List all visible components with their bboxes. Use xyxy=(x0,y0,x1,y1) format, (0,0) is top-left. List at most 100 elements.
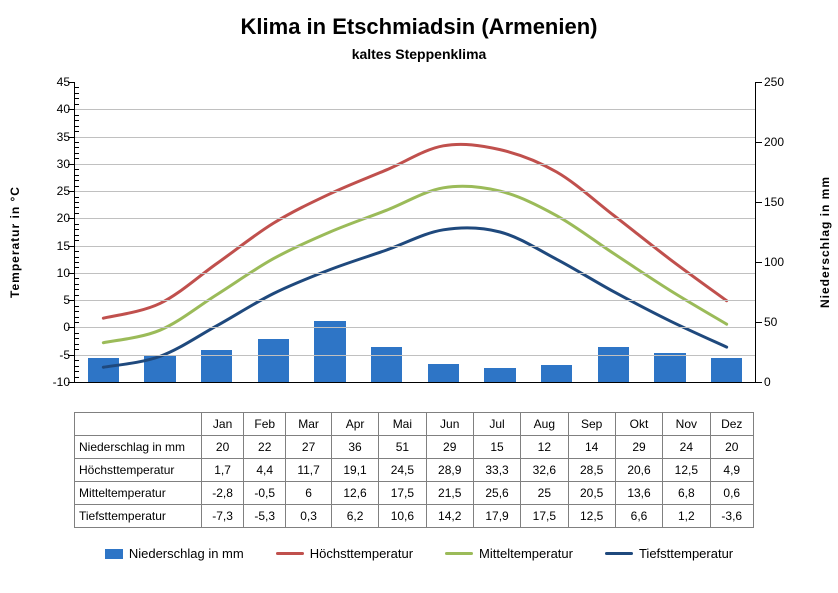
table-cell: 12,5 xyxy=(568,505,615,528)
table-cell: 10,6 xyxy=(379,505,426,528)
table-row-label: Niederschlag in mm xyxy=(75,436,202,459)
chart-subtitle: kaltes Steppenklima xyxy=(0,46,838,62)
table-cell: 17,5 xyxy=(379,482,426,505)
table-cell: 0,3 xyxy=(286,505,332,528)
y-left-tick-label: 45 xyxy=(40,75,70,89)
y-right-tick-label: 0 xyxy=(764,375,794,389)
legend-swatch-line xyxy=(445,552,473,555)
table-month-header: Apr xyxy=(331,413,378,436)
y-left-tick-label: 30 xyxy=(40,157,70,171)
table-cell: 28,9 xyxy=(426,459,473,482)
table-month-header: Mar xyxy=(286,413,332,436)
chart-area: Temperatur in °C Niederschlag in mm -10-… xyxy=(0,72,838,412)
table-cell: 6 xyxy=(286,482,332,505)
table-row-label: Mitteltemperatur xyxy=(75,482,202,505)
y-left-tick-label: 35 xyxy=(40,130,70,144)
table-cell: -2,8 xyxy=(202,482,244,505)
table-cell: 24,5 xyxy=(379,459,426,482)
y-left-tick-label: 0 xyxy=(40,320,70,334)
table-cell: 0,6 xyxy=(710,482,754,505)
table-row: Niederschlag in mm2022273651291512142924… xyxy=(75,436,754,459)
y-right-tick-label: 150 xyxy=(764,195,794,209)
table-month-header: Jan xyxy=(202,413,244,436)
table-month-header: Jun xyxy=(426,413,473,436)
table-cell: -7,3 xyxy=(202,505,244,528)
table-cell: 1,7 xyxy=(202,459,244,482)
table-month-header: Nov xyxy=(663,413,710,436)
table-row: Mitteltemperatur-2,8-0,5612,617,521,525,… xyxy=(75,482,754,505)
table-row: Tiefsttemperatur-7,3-5,30,36,210,614,2 17… xyxy=(75,505,754,528)
y-left-axis-label: Temperatur in °C xyxy=(8,186,22,298)
table-row: Höchsttemperatur1,74,411,719,124,528,933… xyxy=(75,459,754,482)
table-cell: 14 xyxy=(568,436,615,459)
y-right-tick-label: 100 xyxy=(764,255,794,269)
y-left-tick-label: 10 xyxy=(40,266,70,280)
table-cell: 17,5 xyxy=(521,505,568,528)
table-cell: 6,8 xyxy=(663,482,710,505)
table-cell: 19,1 xyxy=(331,459,378,482)
legend-swatch-line xyxy=(276,552,304,555)
y-left-tick-label: -10 xyxy=(40,375,70,389)
table-cell: 1,2 xyxy=(663,505,710,528)
table-cell: 15 xyxy=(473,436,520,459)
legend-item-low: Tiefsttemperatur xyxy=(605,546,733,561)
table-cell: -5,3 xyxy=(244,505,286,528)
table-row-label: Tiefsttemperatur xyxy=(75,505,202,528)
table-cell: 13,6 xyxy=(615,482,662,505)
table-cell: 36 xyxy=(331,436,378,459)
table-cell: 27 xyxy=(286,436,332,459)
table-row-label: Höchsttemperatur xyxy=(75,459,202,482)
legend-label: Mitteltemperatur xyxy=(479,546,573,561)
table-cell: 29 xyxy=(615,436,662,459)
legend-swatch-bar xyxy=(105,549,123,559)
line-mid-temp xyxy=(103,186,726,343)
table-month-header: Dez xyxy=(710,413,754,436)
table-month-header: Mai xyxy=(379,413,426,436)
y-right-tick-label: 50 xyxy=(764,315,794,329)
legend-swatch-line xyxy=(605,552,633,555)
table-cell: 20 xyxy=(710,436,754,459)
y-right-tick-label: 200 xyxy=(764,135,794,149)
table-cell: 20,6 xyxy=(615,459,662,482)
y-left-tick-label: 15 xyxy=(40,239,70,253)
table-month-header: Jul xyxy=(473,413,520,436)
y-right-tick-label: 250 xyxy=(764,75,794,89)
y-left-tick-label: 40 xyxy=(40,102,70,116)
table-cell: 51 xyxy=(379,436,426,459)
legend-label: Niederschlag in mm xyxy=(129,546,244,561)
line-high-temp xyxy=(103,144,726,318)
y-left-tick-label: 5 xyxy=(40,293,70,307)
table-cell: 25 xyxy=(521,482,568,505)
table-cell: 4,4 xyxy=(244,459,286,482)
table-cell: 24 xyxy=(663,436,710,459)
table-cell: 25,6 xyxy=(473,482,520,505)
table-cell: 20,5 xyxy=(568,482,615,505)
legend-item-mid: Mitteltemperatur xyxy=(445,546,573,561)
table-cell: 6,6 xyxy=(615,505,662,528)
table-cell: 4,9 xyxy=(710,459,754,482)
table-month-header: Aug xyxy=(521,413,568,436)
legend-label: Tiefsttemperatur xyxy=(639,546,733,561)
table-month-header: Sep xyxy=(568,413,615,436)
table-month-header: Okt xyxy=(615,413,662,436)
legend-item-high: Höchsttemperatur xyxy=(276,546,413,561)
table-cell: 22 xyxy=(244,436,286,459)
line-layer xyxy=(75,82,755,382)
table-cell: 12,6 xyxy=(331,482,378,505)
table-cell: 29 xyxy=(426,436,473,459)
table-month-header: Feb xyxy=(244,413,286,436)
plot-region xyxy=(74,82,756,383)
table-cell: 14,2 xyxy=(426,505,473,528)
table-cell: -0,5 xyxy=(244,482,286,505)
legend-item-precip: Niederschlag in mm xyxy=(105,546,244,561)
table-cell: -3,6 xyxy=(710,505,754,528)
legend-label: Höchsttemperatur xyxy=(310,546,413,561)
table-cell: 20 xyxy=(202,436,244,459)
table-cell: 12 xyxy=(521,436,568,459)
table-cell: 11,7 xyxy=(286,459,332,482)
data-table: JanFebMarAprMaiJunJulAugSepOktNovDezNied… xyxy=(74,412,754,528)
table-cell: 6,2 xyxy=(331,505,378,528)
line-low-temp xyxy=(103,228,726,367)
legend: Niederschlag in mm Höchsttemperatur Mitt… xyxy=(0,546,838,561)
table-cell: 32,6 xyxy=(521,459,568,482)
